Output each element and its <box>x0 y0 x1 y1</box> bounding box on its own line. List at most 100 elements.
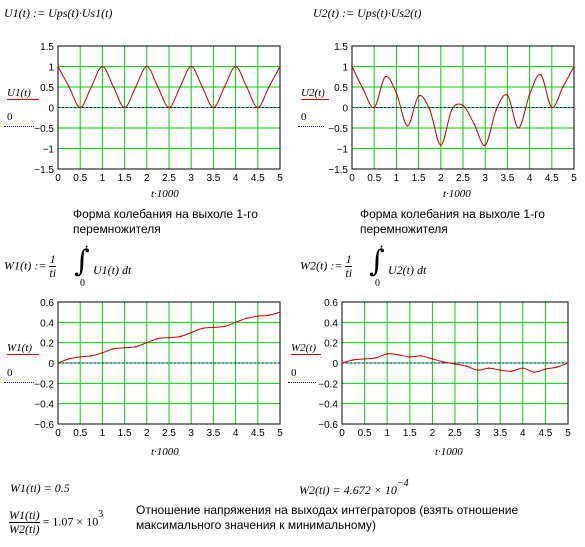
w1-zero-label: 0 <box>7 367 13 379</box>
u1-x-tick-label: 1 <box>100 173 106 184</box>
w1-frac-num: 1 <box>49 252 57 267</box>
w2-int-lower: 0 <box>375 278 380 289</box>
u1-x-tick-label: 4 <box>233 173 239 184</box>
u1-data-point <box>146 65 148 68</box>
u2-data-point <box>428 108 431 111</box>
u2-data-point <box>351 65 353 68</box>
w2-x-tick-label: 3 <box>475 428 481 439</box>
u1-x-title: t·1000 <box>151 188 179 200</box>
w1-x-tick-label: 0 <box>55 428 61 439</box>
w2-lhs: W2(t) := <box>300 258 343 273</box>
u1-x-tick-label: 1.5 <box>118 173 132 184</box>
w2-data-point <box>544 368 547 370</box>
w1-x-tick-label: 5 <box>277 428 283 439</box>
w2-y-tick-label: −0.6 <box>318 420 338 431</box>
w1-data-point <box>245 317 248 320</box>
w1-data-point <box>157 337 159 340</box>
w1-x-tick-label: 3 <box>188 428 194 439</box>
w2-data-point <box>386 353 389 355</box>
u1-y-tick-label: 1.5 <box>40 42 54 53</box>
w1-data-point <box>190 331 192 334</box>
u1-data-point <box>223 86 226 88</box>
w1-integral-sign: ∫ <box>74 244 90 279</box>
u2-y-tick-label: −1 <box>337 145 349 156</box>
u1-zero-legend <box>4 126 34 127</box>
w2-data-point <box>465 365 468 367</box>
w2-data-point <box>567 362 569 364</box>
w1-x-tick-label: 0.5 <box>73 428 87 439</box>
w2-data-point <box>431 358 434 360</box>
u1-y-tick-label: −0.5 <box>34 124 54 135</box>
w1-x-tick-label: 2.5 <box>162 428 176 439</box>
u2-x-title: t·1000 <box>443 188 471 200</box>
w2-x-tick-label: 0.5 <box>358 428 372 439</box>
u1-y-tick-label: 1 <box>48 63 54 74</box>
w1-data-point <box>279 311 281 313</box>
u2-y-tick-label: −0.5 <box>328 124 348 135</box>
w2-x-tick-label: 4.5 <box>538 428 552 439</box>
w2-data-point <box>555 366 558 368</box>
u2-y-tick-label: −1.5 <box>328 165 348 176</box>
u2-data-point <box>395 92 398 94</box>
w1-data-point <box>201 327 204 330</box>
ratio-note-line1: Отношение напряжения на выходах интеграт… <box>136 503 519 517</box>
w2-int-upper: t <box>380 243 383 254</box>
u1-data-point <box>134 86 137 88</box>
w2-integrand: U2(t) dt <box>388 263 427 277</box>
u2-data-point <box>506 94 509 96</box>
u2-data-point <box>384 75 387 78</box>
u2-y-tick-label: 1 <box>342 63 348 74</box>
u2-data-point <box>406 125 409 127</box>
u1-data-point <box>179 86 181 88</box>
u2-zero-label: 0 <box>301 111 307 123</box>
w2-frac-num: 1 <box>345 252 353 267</box>
w2-x-tick-label: 2 <box>430 428 436 439</box>
u1-y-tick-label: −1 <box>43 145 55 156</box>
u1-x-tick-label: 5 <box>277 173 283 184</box>
w2-x-tick-label: 3.5 <box>493 428 507 439</box>
u1-y-tick-label: 0 <box>48 104 54 115</box>
u1-definition: U1(t) := Ups(t)·Us1(t) <box>4 6 113 20</box>
w2-x-title: t·1000 <box>435 446 463 458</box>
u1-data-point <box>90 86 93 88</box>
u2-data-point <box>484 144 487 147</box>
w1-y-tick-label: −0.6 <box>34 420 54 431</box>
caption-mult1-line2: перемножителя <box>73 222 161 236</box>
w2-result-base: W2(ti) = 4.672 × 10 <box>299 483 397 497</box>
w2-series-label: W2(t) <box>291 342 321 355</box>
w2-integral-sign: ∫ <box>369 244 385 279</box>
w2-y-tick-label: −0.2 <box>318 379 338 390</box>
u1-data-point <box>245 86 248 88</box>
ratio-num: W1(ti) <box>9 508 40 523</box>
u1-data-point <box>168 106 170 109</box>
u1-data-point <box>68 86 70 88</box>
u2-zero-legend <box>298 126 324 127</box>
w2-data-point <box>375 357 377 359</box>
u2-data-point <box>362 88 364 90</box>
u1-x-tick-label: 0.5 <box>73 173 87 184</box>
ratio-note: Отношение напряжения на выходах интеграт… <box>136 503 518 533</box>
u1-y-tick-label: 0.5 <box>40 83 54 94</box>
w1-data-point <box>234 321 237 324</box>
caption-mult1: Форма колебания на выхоле 1-го перемножи… <box>73 207 258 237</box>
u1-x-tick-label: 0 <box>55 173 61 184</box>
caption-mult2: Форма колебания на выхоле 1-го перемножи… <box>360 207 545 237</box>
w1-int-upper: t <box>85 243 88 254</box>
w2-y-tick-label: 0.4 <box>324 318 338 329</box>
u1-data-point <box>257 106 259 109</box>
u2-data-point <box>451 108 453 111</box>
u2-data-point <box>373 106 376 109</box>
u2-x-tick-label: 5 <box>571 173 577 184</box>
w2-data-point <box>363 358 366 360</box>
w1-data-point <box>146 341 148 344</box>
u1-data-point <box>57 65 59 68</box>
u2-definition: U2(t) := Ups(t)·Us2(t) <box>313 6 422 20</box>
u2-y-tick-label: 1.5 <box>334 42 348 53</box>
w2-y-tick-label: 0 <box>332 359 338 370</box>
ratio-value: = 1.07 × 10 <box>42 514 99 529</box>
u2-data-point <box>573 65 575 68</box>
w1-data-point <box>257 315 259 318</box>
u1-x-tick-label: 2.5 <box>162 173 176 184</box>
w1-data-point <box>123 346 126 349</box>
